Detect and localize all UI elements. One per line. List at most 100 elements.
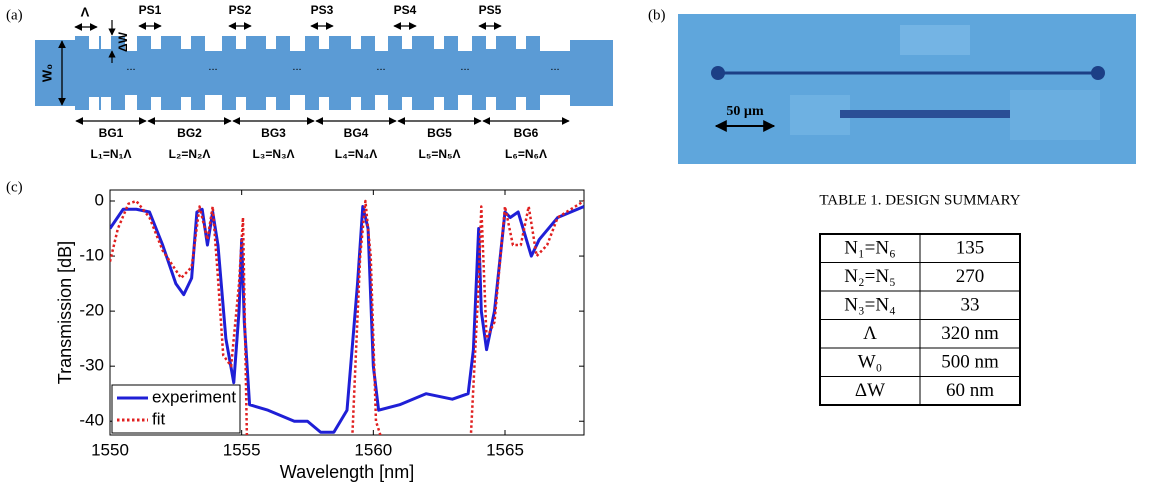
grating-notch bbox=[151, 36, 161, 49]
grating-length: L₃=N₃Λ bbox=[252, 147, 294, 161]
ellipsis: ... bbox=[460, 61, 469, 73]
grating-name: BG4 bbox=[344, 126, 369, 140]
ellipsis: ... bbox=[376, 61, 385, 73]
grating-notch bbox=[516, 36, 526, 49]
grating-block bbox=[222, 36, 290, 110]
grating-name: BG5 bbox=[427, 126, 452, 140]
grating-notch bbox=[319, 97, 329, 110]
phase-shift-label: PS1 bbox=[139, 3, 162, 17]
grating-notch bbox=[101, 97, 111, 110]
ellipsis: ... bbox=[126, 61, 135, 73]
grating-block bbox=[137, 36, 205, 110]
grating-notch bbox=[181, 36, 191, 49]
grating-block bbox=[305, 36, 375, 110]
y-tick-label: -20 bbox=[79, 301, 104, 320]
texture bbox=[1010, 90, 1100, 140]
y-axis-label: Transmission [dB] bbox=[55, 241, 75, 384]
marker-strip bbox=[840, 110, 1010, 118]
grating-name: BG3 bbox=[261, 126, 286, 140]
phase-shift-label: PS5 bbox=[479, 3, 502, 17]
width-step-label: ΔW bbox=[116, 31, 130, 52]
table-cell: Λ bbox=[863, 323, 877, 344]
table-cell: 500 nm bbox=[941, 352, 999, 373]
legend-box bbox=[111, 384, 241, 434]
panel-label: (a) bbox=[6, 7, 23, 23]
grating-notch bbox=[89, 36, 99, 49]
table-cell: ΔW bbox=[855, 380, 885, 401]
width-label: W₀ bbox=[39, 64, 54, 82]
ellipsis: ... bbox=[550, 61, 559, 73]
grating-length: L₅=N₅Λ bbox=[418, 147, 460, 161]
x-tick-label: 1550 bbox=[91, 440, 129, 459]
phase-shift-label: PS2 bbox=[229, 3, 252, 17]
grating-notch bbox=[486, 36, 496, 49]
y-tick-label: 0 bbox=[95, 190, 104, 209]
x-tick-label: 1565 bbox=[486, 440, 524, 459]
grating-name: BG6 bbox=[514, 126, 539, 140]
table-cell: N₁=N₆ bbox=[844, 238, 895, 259]
y-tick-label: -10 bbox=[79, 246, 104, 265]
grating-notch bbox=[516, 97, 526, 110]
coupler bbox=[1091, 66, 1105, 80]
grating-notch bbox=[434, 36, 444, 49]
table-cell: N₂=N₅ bbox=[844, 266, 895, 287]
chart: 1550 1555 1560 1565 -40 -30 -20 -10 0 Wavelength … bbox=[55, 189, 585, 482]
grating-notch bbox=[181, 97, 191, 110]
texture bbox=[900, 25, 970, 55]
table-cell: 270 bbox=[956, 266, 985, 287]
panel-label: (b) bbox=[648, 7, 666, 23]
ellipsis: ... bbox=[292, 61, 301, 73]
grating-notch bbox=[319, 36, 329, 49]
table-cell: 135 bbox=[956, 238, 985, 259]
table-cell: 33 bbox=[961, 295, 980, 316]
phase-shift-label: PS3 bbox=[311, 3, 334, 17]
table-cell: 60 nm bbox=[946, 380, 994, 401]
y-tick-label: -30 bbox=[79, 356, 104, 375]
grating-notch bbox=[266, 36, 276, 49]
x-tick-label: 1555 bbox=[223, 440, 261, 459]
micrograph: 50 µm bbox=[678, 14, 1136, 164]
table-cell: 320 nm bbox=[941, 323, 999, 344]
grating-notch bbox=[351, 97, 361, 110]
grating-length: L₆=N₆Λ bbox=[505, 147, 547, 161]
grating-notch bbox=[236, 36, 246, 49]
legend: experiment fit bbox=[111, 384, 241, 434]
grating-notch bbox=[402, 36, 412, 49]
grating-length: L₁=N₁Λ bbox=[91, 147, 132, 161]
phase-shift-label: PS4 bbox=[394, 3, 417, 17]
input-taper bbox=[35, 40, 75, 106]
grating-notch bbox=[486, 97, 496, 110]
table-cell: N₃=N₄ bbox=[844, 295, 895, 316]
legend-label: fit bbox=[152, 409, 166, 428]
table-cell: W₀ bbox=[858, 352, 883, 373]
table-caption: TABLE 1. DESIGN SUMMARY bbox=[819, 192, 1020, 208]
grating-notch bbox=[101, 36, 111, 49]
grating-name: BG1 bbox=[99, 126, 124, 140]
y-tick-label: -40 bbox=[79, 411, 104, 430]
panel-label: (c) bbox=[6, 179, 23, 195]
grating-block bbox=[472, 36, 540, 110]
ellipsis: ... bbox=[208, 61, 217, 73]
legend-label: experiment bbox=[152, 387, 236, 406]
grating-name: BG2 bbox=[177, 126, 202, 140]
x-tick-label: 1560 bbox=[354, 440, 392, 459]
grating-block bbox=[388, 36, 458, 110]
period-label: Λ bbox=[81, 4, 90, 19]
scale-bar-label: 50 µm bbox=[726, 104, 764, 119]
x-axis-label: Wavelength [nm] bbox=[280, 462, 414, 482]
grating-notch bbox=[351, 36, 361, 49]
grating-notch bbox=[151, 97, 161, 110]
grating-notch bbox=[434, 97, 444, 110]
grating-block bbox=[75, 36, 125, 110]
series-line bbox=[110, 199, 584, 435]
coupler bbox=[711, 66, 725, 80]
grating-length: L₂=N₂Λ bbox=[169, 147, 211, 161]
grating-notch bbox=[266, 97, 276, 110]
grating-notch bbox=[236, 97, 246, 110]
table: TABLE 1. DESIGN SUMMARY N₁=N₆ 135 N₂=N₅ 270… bbox=[819, 192, 1021, 406]
waveguide-diagram: ............... ... Λ ΔW W₀ PS1 PS2 PS3 PS4 PS5 BG… bbox=[35, 3, 613, 161]
grating-notch bbox=[402, 97, 412, 110]
output-taper bbox=[570, 40, 613, 106]
grating-notch bbox=[89, 97, 99, 110]
